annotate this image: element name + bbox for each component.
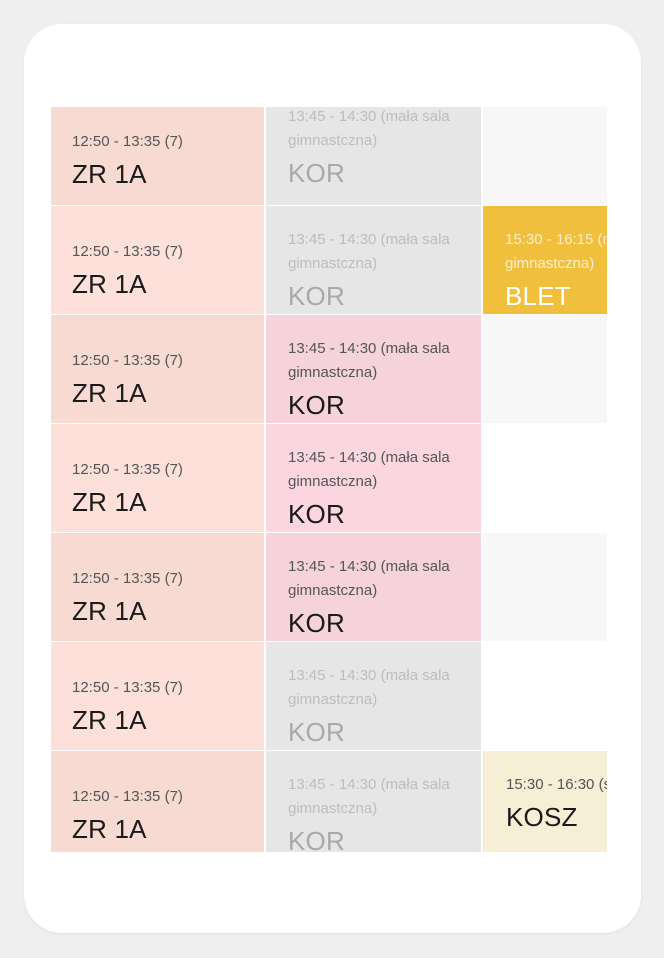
lesson-name: KOR	[288, 608, 345, 638]
lesson-name: ZR 1A	[72, 596, 147, 626]
lesson-name: ZR 1A	[72, 378, 147, 408]
lesson-kor[interactable]: 13:45 - 14:30 (mała sala gimnastczna) KO…	[266, 424, 481, 532]
lesson-time: 13:45 - 14:30 (mała sala gimnastczna)	[288, 558, 450, 599]
lesson-kor[interactable]: 13:45 - 14:30 (mała sala gimnastczna) KO…	[266, 315, 481, 423]
lesson-zr1a[interactable]: 12:50 - 13:35 (7) ZR 1A	[51, 424, 264, 532]
lesson-kor[interactable]: 13:45 - 14:30 (mała sala gimnastczna) KO…	[266, 751, 481, 852]
lesson-name: KOR	[288, 499, 345, 529]
timetable-row: 12:50 - 13:35 (7) ZR 1A 13:45 - 14:30 (m…	[51, 533, 607, 642]
lesson-time: 12:50 - 13:35 (7)	[72, 461, 183, 478]
lesson-name: KOSZ	[506, 802, 578, 832]
timetable-row: 12:50 - 13:35 (7) ZR 1A 13:45 - 14:30 (m…	[51, 315, 607, 424]
empty-slot	[483, 315, 607, 423]
empty-slot	[483, 107, 607, 205]
lesson-name: KOR	[288, 158, 345, 188]
empty-slot	[483, 424, 607, 532]
empty-slot	[483, 642, 607, 750]
lesson-name: ZR 1A	[72, 159, 147, 189]
timetable-grid: 12:50 - 13:35 (7) ZR 1A 13:45 - 14:30 (m…	[51, 107, 607, 852]
lesson-kosz[interactable]: 15:30 - 16:30 (sala gimnastyczna) KOSZ	[483, 751, 607, 852]
lesson-zr1a[interactable]: 12:50 - 13:35 (7) ZR 1A	[51, 751, 264, 852]
lesson-time: 12:50 - 13:35 (7)	[72, 133, 183, 150]
lesson-time: 12:50 - 13:35 (7)	[72, 243, 183, 260]
lesson-kor[interactable]: 13:45 - 14:30 (mała sala gimnastczna) KO…	[266, 642, 481, 750]
timetable-row: 12:50 - 13:35 (7) ZR 1A 13:45 - 14:30 (m…	[51, 424, 607, 533]
lesson-name: ZR 1A	[72, 705, 147, 735]
lesson-name: ZR 1A	[72, 814, 147, 844]
lesson-time: 12:50 - 13:35 (7)	[72, 788, 183, 805]
lesson-zr1a[interactable]: 12:50 - 13:35 (7) ZR 1A	[51, 642, 264, 750]
lesson-time: 15:30 - 16:30 (sala gimnastyczna)	[506, 776, 607, 793]
lesson-time: 13:45 - 14:30 (mała sala gimnastczna)	[288, 667, 450, 708]
lesson-kor[interactable]: 13:45 - 14:30 (mała sala gimnastczna) KO…	[266, 206, 481, 314]
lesson-zr1a[interactable]: 12:50 - 13:35 (7) ZR 1A	[51, 206, 264, 314]
lesson-time: 13:45 - 14:30 (mała sala gimnastczna)	[288, 340, 450, 381]
timetable-row: 12:50 - 13:35 (7) ZR 1A 13:45 - 14:30 (m…	[51, 206, 607, 315]
lesson-name: KOR	[288, 717, 345, 747]
lesson-name: KOR	[288, 826, 345, 852]
lesson-zr1a[interactable]: 12:50 - 13:35 (7) ZR 1A	[51, 533, 264, 641]
lesson-blet[interactable]: 15:30 - 16:15 (mała sala gimnastczna) BL…	[483, 206, 607, 314]
lesson-name: KOR	[288, 390, 345, 420]
lesson-zr1a[interactable]: 12:50 - 13:35 (7) ZR 1A	[51, 107, 264, 205]
timetable-row: 12:50 - 13:35 (7) ZR 1A 13:45 - 14:30 (m…	[51, 107, 607, 206]
lesson-time: 13:45 - 14:30 (mała sala gimnastczna)	[288, 449, 450, 490]
timetable-row: 12:50 - 13:35 (7) ZR 1A 13:45 - 14:30 (m…	[51, 751, 607, 852]
lesson-kor[interactable]: 13:45 - 14:30 (mała sala gimnastczna) KO…	[266, 107, 481, 205]
lesson-zr1a[interactable]: 12:50 - 13:35 (7) ZR 1A	[51, 315, 264, 423]
lesson-name: ZR 1A	[72, 269, 147, 299]
timetable-viewport[interactable]: 12:50 - 13:35 (7) ZR 1A 13:45 - 14:30 (m…	[51, 107, 607, 852]
empty-slot	[483, 533, 607, 641]
lesson-time: 12:50 - 13:35 (7)	[72, 352, 183, 369]
lesson-time: 15:30 - 16:15 (mała sala gimnastczna)	[505, 231, 607, 272]
lesson-name: BLET	[505, 281, 571, 311]
lesson-time: 13:45 - 14:30 (mała sala gimnastczna)	[288, 108, 450, 149]
lesson-time: 12:50 - 13:35 (7)	[72, 570, 183, 587]
timetable-row: 12:50 - 13:35 (7) ZR 1A 13:45 - 14:30 (m…	[51, 642, 607, 751]
lesson-name: KOR	[288, 281, 345, 311]
lesson-name: ZR 1A	[72, 487, 147, 517]
lesson-kor[interactable]: 13:45 - 14:30 (mała sala gimnastczna) KO…	[266, 533, 481, 641]
lesson-time: 12:50 - 13:35 (7)	[72, 679, 183, 696]
lesson-time: 13:45 - 14:30 (mała sala gimnastczna)	[288, 231, 450, 272]
lesson-time: 13:45 - 14:30 (mała sala gimnastczna)	[288, 776, 450, 817]
